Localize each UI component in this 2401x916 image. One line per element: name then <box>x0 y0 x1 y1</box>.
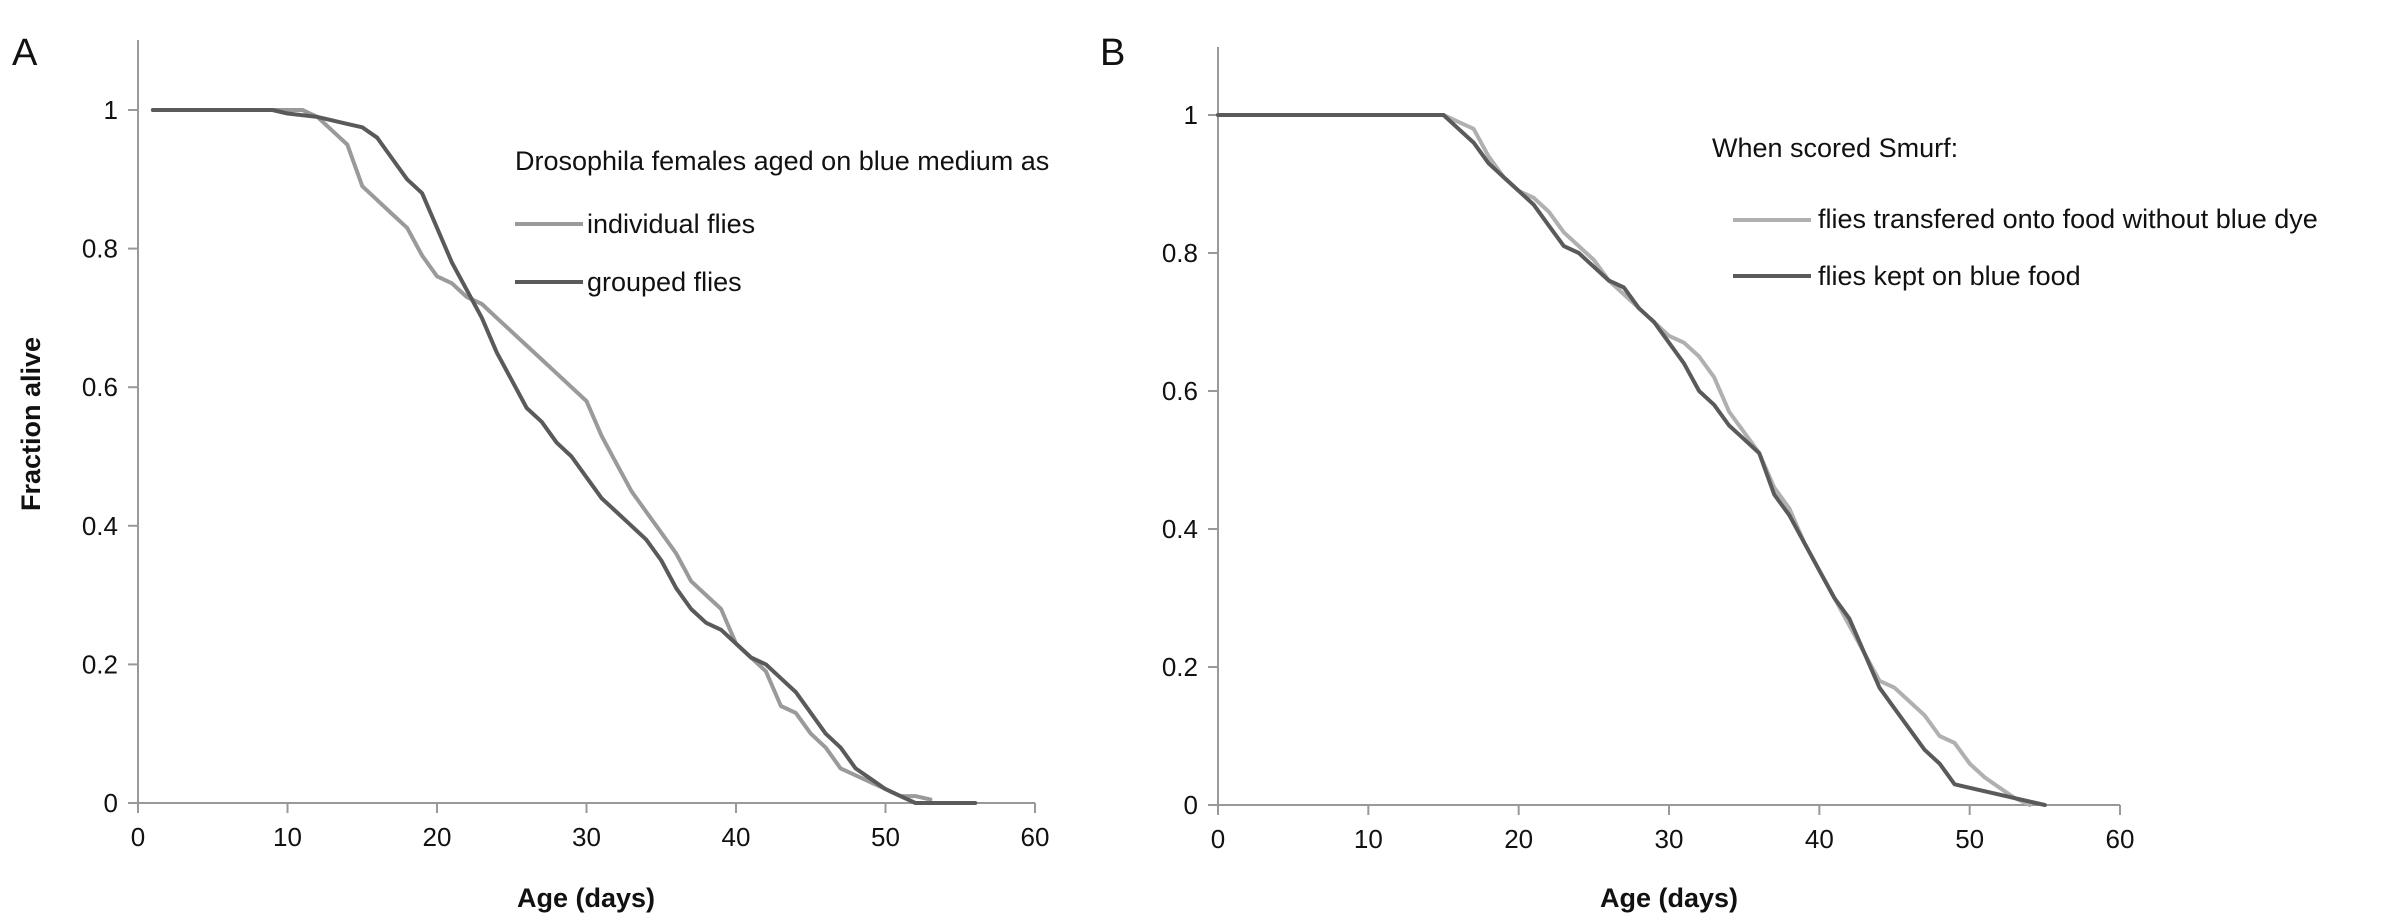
series-line-flies-transfered-onto-food-without-blue-dye <box>1216 113 2032 807</box>
y-axis-title: Fraction alive <box>16 337 46 511</box>
x-tick-label: 30 <box>1655 824 1684 854</box>
y-tick-label: 0.8 <box>82 234 118 264</box>
x-tick-label: 10 <box>1354 824 1383 854</box>
panel-label-b: B <box>1100 32 1125 74</box>
x-tick-label: 40 <box>1805 824 1834 854</box>
y-tick-label: 0.4 <box>82 511 118 541</box>
series-line-flies-kept-on-blue-food <box>1216 113 2047 807</box>
panel-b: B 0 10 20 30 40 50 60 0 0.2 0.4 0.6 0.8 1 Age (days)… <box>1100 32 2318 913</box>
y-tick-label: 1 <box>104 95 118 125</box>
data-lines <box>150 108 978 805</box>
x-tick-label: 20 <box>423 822 452 852</box>
y-tick-label: 0.6 <box>1162 376 1198 406</box>
x-tick-label: 30 <box>572 822 601 852</box>
panel-label-a: A <box>12 32 38 74</box>
x-tick-label: 50 <box>871 822 900 852</box>
x-axis-title: Age (days) <box>1600 883 1738 913</box>
legend-title: When scored Smurf: <box>1712 133 1958 163</box>
y-tick-label: 0.6 <box>82 372 118 402</box>
x-tick-label: 10 <box>273 822 302 852</box>
x-tick-label: 60 <box>2106 824 2135 854</box>
y-tick-label: 0.2 <box>82 649 118 679</box>
data-lines <box>1216 113 2047 807</box>
panel-a: A 0 10 20 30 40 50 60 0 0.2 0.4 0.6 0.8 1 Age (days)… <box>12 32 1049 913</box>
legend-label-individual-flies: individual flies <box>587 209 755 239</box>
y-tick-label: 0 <box>1184 790 1198 820</box>
y-tick-label: 0.2 <box>1162 652 1198 682</box>
x-tick-label: 60 <box>1021 822 1050 852</box>
legend-label-blue-food-flies: flies kept on blue food <box>1818 261 2081 291</box>
y-tick-label: 0 <box>104 788 118 818</box>
x-tick-label: 0 <box>131 822 145 852</box>
y-tick-label: 1 <box>1184 100 1198 130</box>
x-tick-label: 40 <box>722 822 751 852</box>
y-tick-label: 0.8 <box>1162 238 1198 268</box>
x-tick-label: 20 <box>1504 824 1533 854</box>
series-line-grouped-flies <box>150 108 978 805</box>
legend-label-grouped-flies: grouped flies <box>587 267 742 297</box>
tick-marks: 0 10 20 30 40 50 60 0 0.2 0.4 0.6 0.8 1 <box>82 95 1050 852</box>
x-axis-title: Age (days) <box>517 883 655 913</box>
x-tick-label: 50 <box>1955 824 1984 854</box>
tick-marks: 0 10 20 30 40 50 60 0 0.2 0.4 0.6 0.8 1 <box>1162 100 2135 854</box>
x-tick-label: 0 <box>1211 824 1225 854</box>
y-tick-label: 0.4 <box>1162 514 1198 544</box>
legend-label-transferred-flies: flies transfered onto food without blue … <box>1818 204 2318 234</box>
series-line-individual-flies <box>150 108 933 802</box>
legend-title: Drosophila females aged on blue medium a… <box>515 146 1049 176</box>
